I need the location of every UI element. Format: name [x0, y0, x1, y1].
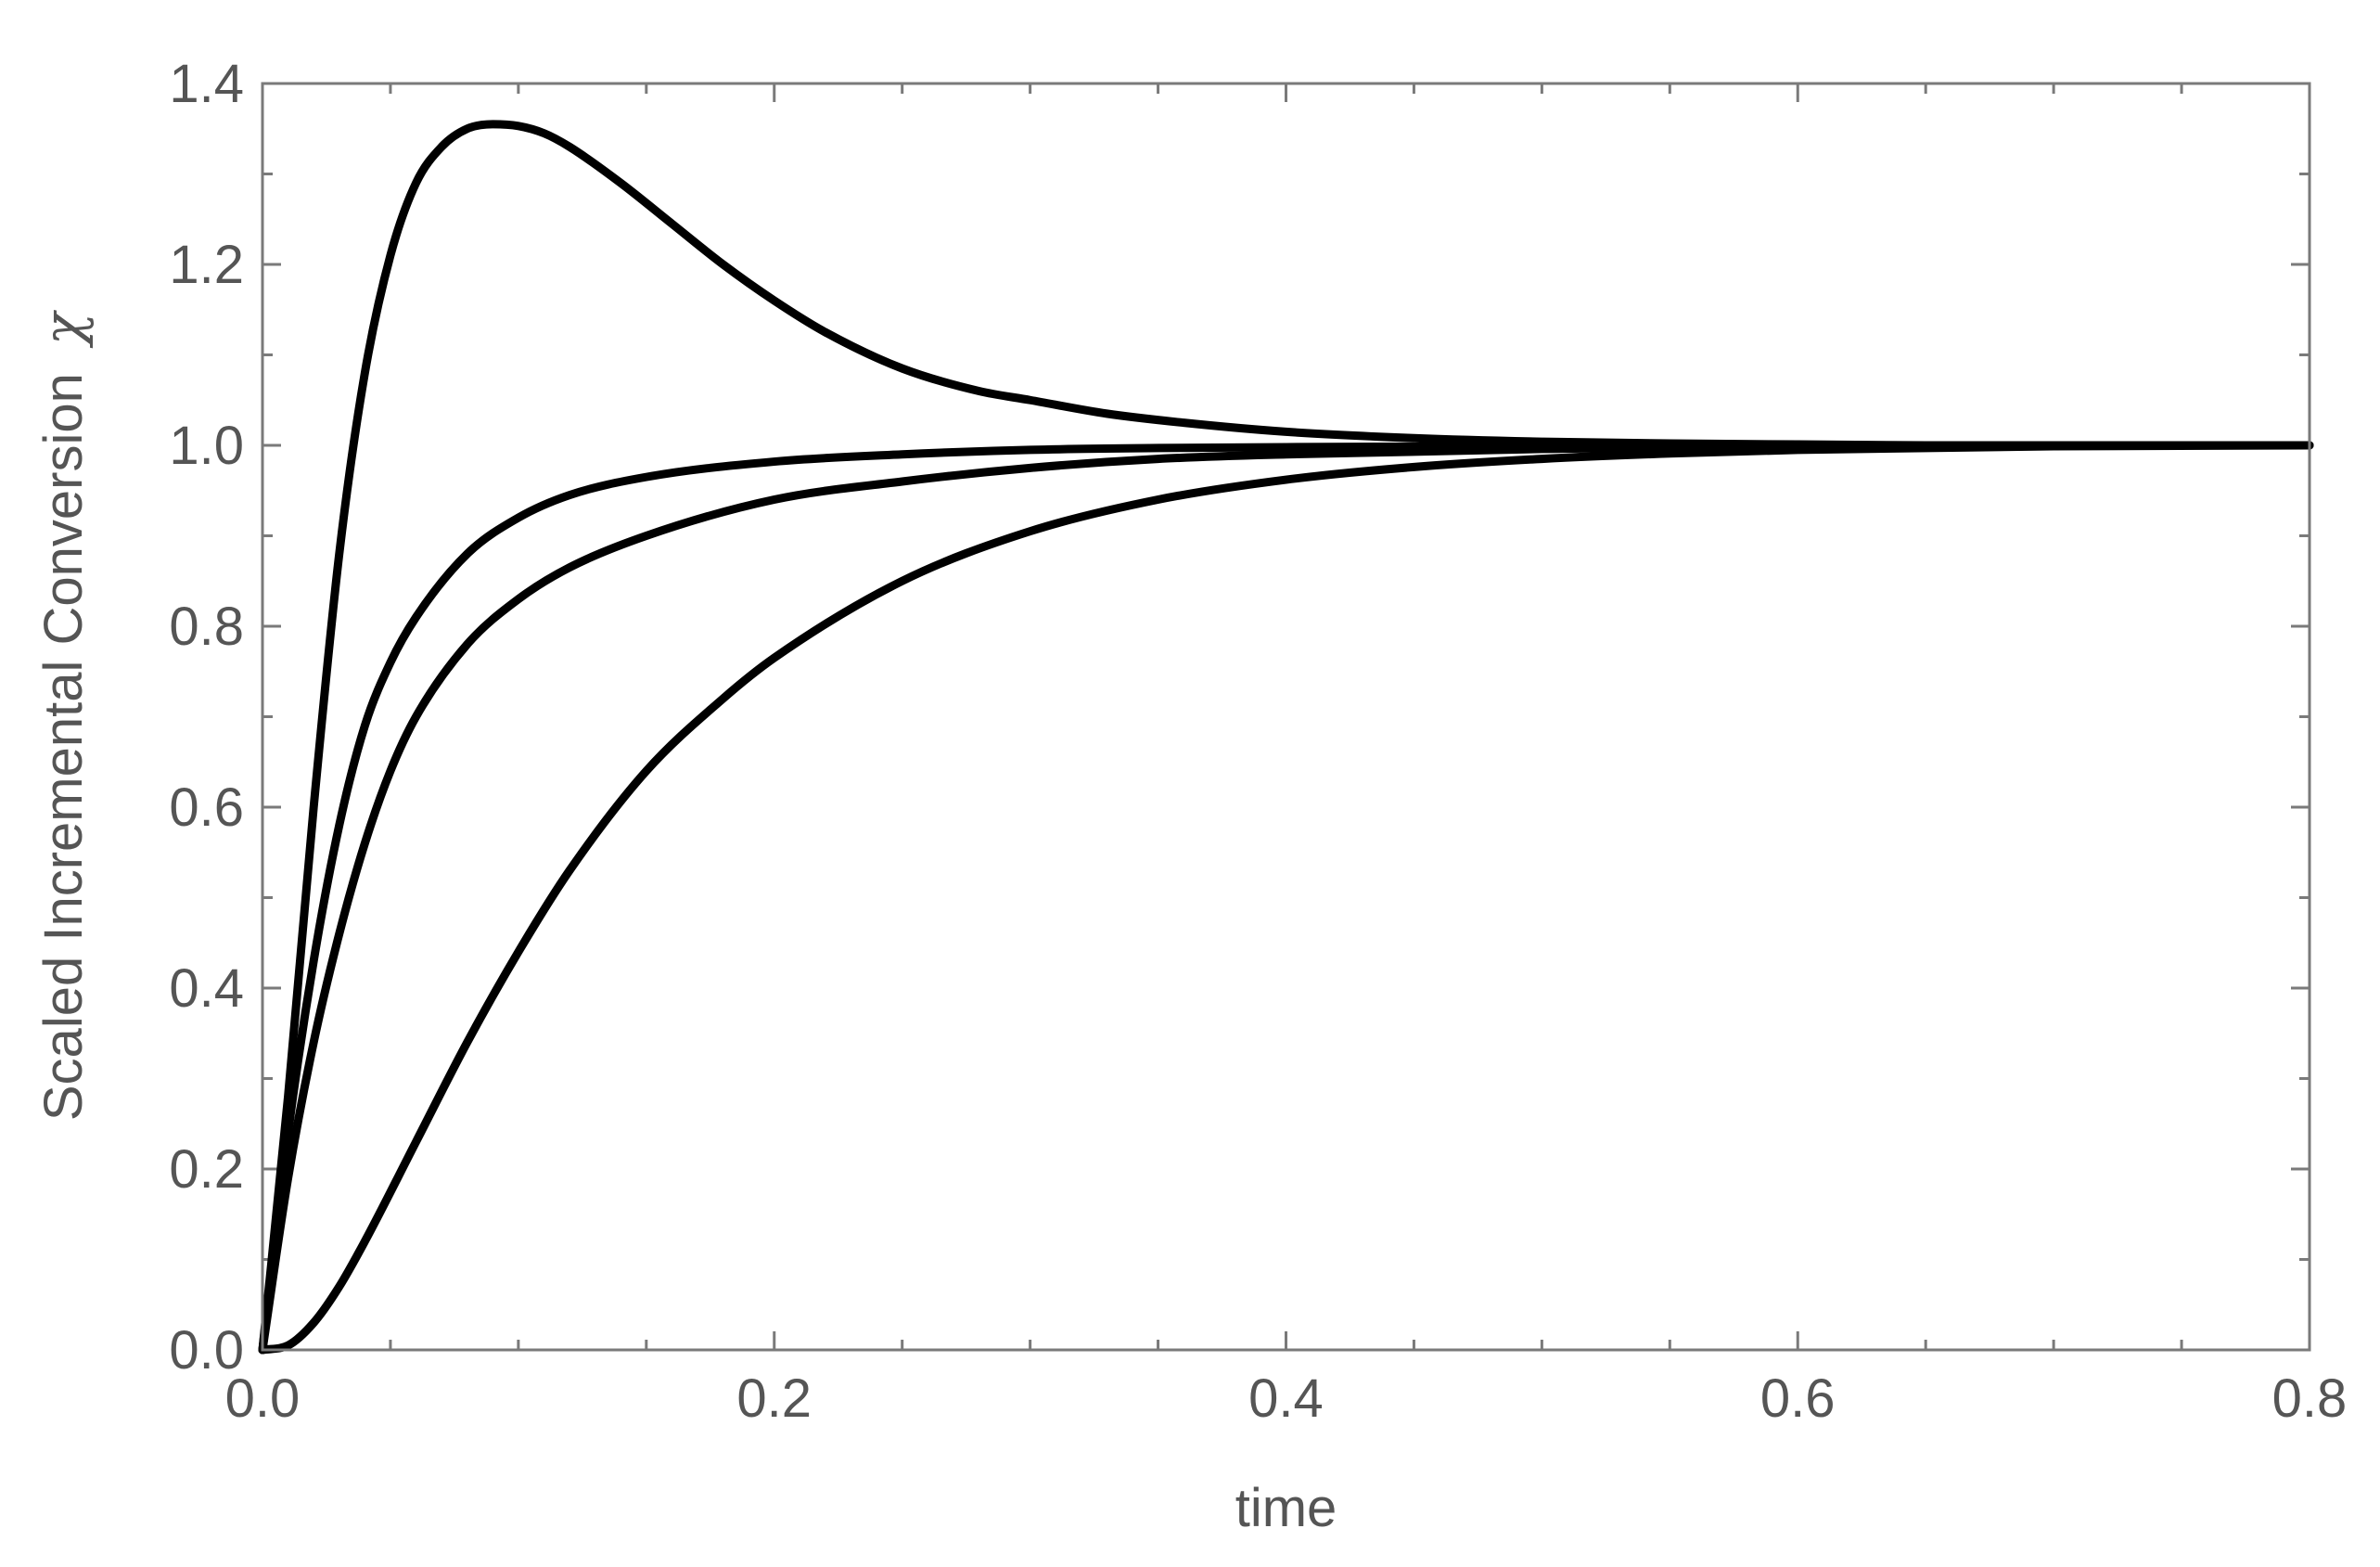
series-group [258, 120, 2314, 1355]
y-axis-title-text: Scaled Incremental Conversion [33, 373, 94, 1121]
major-ticks [261, 82, 2311, 1352]
minor-ticks [262, 83, 2310, 1350]
x-tick-label: 0.0 [225, 1368, 301, 1429]
x-axis-title: time [1235, 1478, 1337, 1538]
y-tick-label: 1.4 [169, 54, 244, 114]
plot-frame [261, 82, 2311, 1352]
y-axis-symbol: χ [32, 310, 95, 349]
x-tick-labels: 0.0 0.2 0.4 0.6 0.8 [225, 1368, 2348, 1429]
y-tick-label: 1.0 [169, 416, 244, 476]
x-tick-label: 0.2 [736, 1368, 812, 1429]
y-tick-labels: 0.0 0.2 0.4 0.6 0.8 1.0 1.2 1.4 [169, 54, 244, 1381]
y-tick-label: 0.4 [169, 958, 244, 1019]
y-tick-label: 0.6 [169, 777, 244, 838]
y-tick-label: 0.0 [169, 1320, 244, 1381]
x-tick-label: 0.8 [2272, 1368, 2348, 1429]
x-tick-label: 0.6 [1760, 1368, 1836, 1429]
series-line-4 [258, 441, 2314, 1355]
y-axis-title: Scaled Incremental Conversion χ [32, 310, 95, 1121]
y-tick-label: 1.2 [169, 235, 244, 295]
y-tick-label: 0.2 [169, 1139, 244, 1200]
y-tick-label: 0.8 [169, 597, 244, 657]
series-line-1 [258, 120, 2314, 1355]
x-tick-label: 0.4 [1248, 1368, 1324, 1429]
series-line-3 [258, 441, 2314, 1355]
series-line-2 [258, 441, 2314, 1355]
